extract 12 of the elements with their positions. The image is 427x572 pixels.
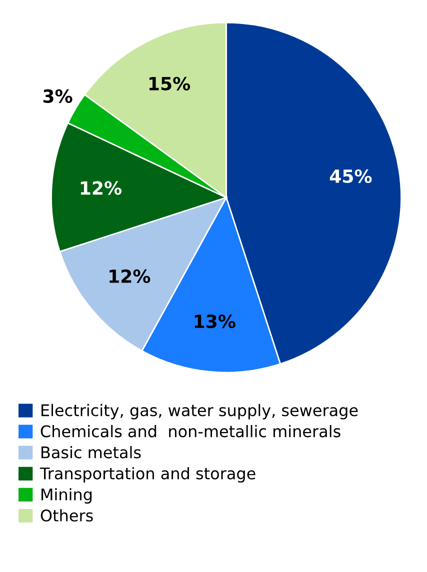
data-label: 15% <box>149 76 190 90</box>
data-label: 12% <box>80 181 122 195</box>
legend-label: Transportation and storage <box>40 467 256 483</box>
legend-label: Others <box>40 509 93 522</box>
data-label: 13% <box>194 314 236 328</box>
data-label: 12% <box>110 269 150 284</box>
legend-label: Chemicals and non-metallic minerals <box>40 424 340 438</box>
legend-label: Basic metals <box>42 446 141 458</box>
data-label: 45% <box>330 169 372 184</box>
legend-label: Electricity, gas, water supply, sewerage <box>42 404 358 420</box>
data-label: 3% <box>43 89 72 103</box>
legend-label: Mining <box>42 488 92 504</box>
